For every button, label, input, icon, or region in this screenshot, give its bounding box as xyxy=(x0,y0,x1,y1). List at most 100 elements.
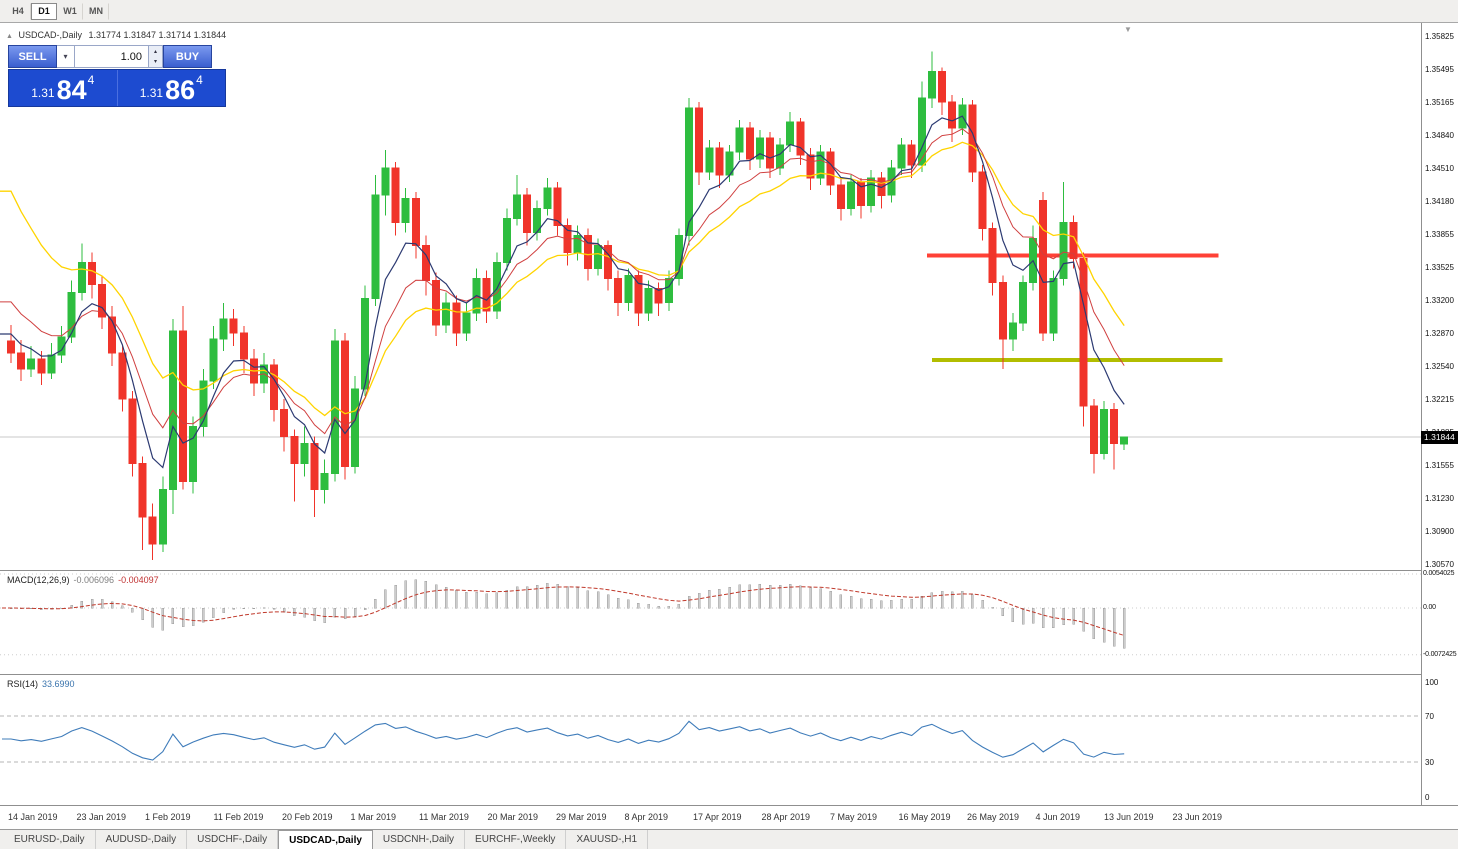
tab-eurusd-daily[interactable]: EURUSD-,Daily xyxy=(4,830,96,849)
rsi-label: RSI(14) 33.6990 xyxy=(7,679,75,689)
buy-price-big: 86 xyxy=(165,75,196,106)
candle xyxy=(654,282,663,316)
up-arrow-icon: ▲ xyxy=(6,33,13,40)
volume-decrease-button[interactable]: ▾ xyxy=(153,59,157,66)
chart-tabs-bar: EURUSD-,Daily AUDUSD-,Daily USDCHF-,Daily U… xyxy=(0,829,1458,849)
price-scale-label: 1.32540 xyxy=(1425,362,1454,371)
price-scale-label: 1.31555 xyxy=(1425,461,1454,470)
candle xyxy=(341,332,349,480)
candle xyxy=(543,178,552,216)
candle xyxy=(806,148,815,191)
candle xyxy=(523,188,532,246)
buy-price-display[interactable]: 1.31 86 4 xyxy=(116,70,226,106)
date-label: 28 Apr 2019 xyxy=(761,812,811,822)
price-scale-label: 1.34840 xyxy=(1425,131,1454,140)
candlestick-chart[interactable] xyxy=(0,23,1421,570)
ma-fast-navy-line xyxy=(0,115,1125,469)
candle xyxy=(391,162,400,236)
price-scale[interactable]: 1.35825 1.35495 1.35165 1.34840 1.34510 1.341… xyxy=(1421,23,1458,805)
candle xyxy=(766,131,774,179)
timeframe-d1[interactable]: D1 xyxy=(31,2,57,20)
tab-usdcad-daily[interactable]: USDCAD-,Daily xyxy=(278,830,373,849)
candle xyxy=(351,376,360,474)
timeframe-mn[interactable]: MN xyxy=(83,2,109,20)
time-scale[interactable]: 14 Jan 2019 23 Jan 2019 1 Feb 2019 11 Feb 2… xyxy=(0,805,1458,829)
one-click-trade-panel: SELL ▾ 1.00 ▴ ▾ BUY 1.31 84 4 1.31 86 xyxy=(8,45,226,107)
macd-scale-label: -0.0072425 xyxy=(1423,651,1457,658)
date-label: 11 Mar 2019 xyxy=(419,812,469,822)
price-scale-label: 1.33525 xyxy=(1425,263,1454,272)
date-label: 4 Jun 2019 xyxy=(1035,812,1081,822)
date-label: 14 Jan 2019 xyxy=(8,812,58,822)
price-scale-label: 1.34510 xyxy=(1425,164,1454,173)
macd-chart[interactable] xyxy=(0,571,1421,674)
price-scale-label: 1.32870 xyxy=(1425,329,1454,338)
candle xyxy=(219,302,228,351)
date-label: 16 May 2019 xyxy=(898,812,951,822)
tab-audusd-daily[interactable]: AUDUSD-,Daily xyxy=(96,830,188,849)
candle xyxy=(249,349,258,397)
candle xyxy=(158,476,167,552)
candle xyxy=(280,399,289,452)
buy-button[interactable]: BUY xyxy=(163,45,212,68)
tab-usdcnh-daily[interactable]: USDCNH-,Daily xyxy=(373,830,466,849)
price-scale-label: 1.32215 xyxy=(1425,395,1454,404)
candle xyxy=(1049,270,1058,341)
candle xyxy=(411,192,420,259)
candle xyxy=(7,324,15,363)
candle xyxy=(826,148,835,196)
candle xyxy=(755,129,764,169)
candle xyxy=(77,243,86,301)
candle xyxy=(1039,192,1048,341)
candle xyxy=(816,145,825,186)
rsi-scale-label: 70 xyxy=(1425,712,1434,721)
timeframe-h4[interactable]: H4 xyxy=(5,2,31,20)
rsi-scale-label: 30 xyxy=(1425,758,1434,767)
tab-eurchf-weekly[interactable]: EURCHF-,Weekly xyxy=(465,830,567,849)
candle xyxy=(715,142,724,189)
candle xyxy=(270,359,279,422)
candle xyxy=(624,268,633,311)
candle xyxy=(330,328,339,482)
candle xyxy=(836,178,845,221)
candle xyxy=(634,270,643,326)
candle xyxy=(229,308,238,346)
macd-panel: MACD(12,26,9) -0.006096 -0.004097 xyxy=(0,570,1421,674)
candle xyxy=(513,175,521,226)
candle xyxy=(108,305,117,367)
rsi-chart[interactable] xyxy=(0,675,1421,805)
candle xyxy=(239,325,248,374)
volume-dropdown-button[interactable]: ▾ xyxy=(57,45,75,68)
candle xyxy=(260,353,268,394)
timeframe-w1[interactable]: W1 xyxy=(57,2,83,20)
candle xyxy=(47,342,56,380)
price-scale-label: 1.30570 xyxy=(1425,560,1454,569)
volume-input[interactable]: 1.00 xyxy=(75,45,149,68)
candle xyxy=(735,119,744,161)
candle xyxy=(978,165,987,241)
candle xyxy=(553,182,562,236)
symbol-ohlc: 1.31774 1.31847 1.31714 1.31844 xyxy=(88,30,227,40)
tab-xauusd-h1[interactable]: XAUUSD-,H1 xyxy=(566,830,649,849)
candle xyxy=(290,429,299,502)
price-scale-label: 1.30900 xyxy=(1425,527,1454,536)
sell-button[interactable]: SELL xyxy=(8,45,57,68)
candle xyxy=(1100,401,1108,460)
candle xyxy=(199,369,208,437)
date-label: 7 May 2019 xyxy=(830,812,878,822)
candle xyxy=(452,295,461,346)
ma-medium-red-line xyxy=(0,128,1125,435)
candle xyxy=(179,305,187,490)
tab-usdchf-daily[interactable]: USDCHF-,Daily xyxy=(187,830,279,849)
price-scale-label: 1.35165 xyxy=(1425,98,1454,107)
candle xyxy=(128,391,137,477)
rsi-scale-label: 0 xyxy=(1425,793,1430,802)
candle xyxy=(1079,252,1088,427)
candle xyxy=(786,111,795,152)
date-label: 23 Jun 2019 xyxy=(1172,812,1223,822)
volume-increase-button[interactable]: ▴ xyxy=(153,48,157,55)
current-price-tag: 1.31844 xyxy=(1421,431,1458,444)
sell-price-display[interactable]: 1.31 84 4 xyxy=(9,70,117,106)
rsi-line xyxy=(2,720,1125,761)
candle xyxy=(482,270,491,323)
